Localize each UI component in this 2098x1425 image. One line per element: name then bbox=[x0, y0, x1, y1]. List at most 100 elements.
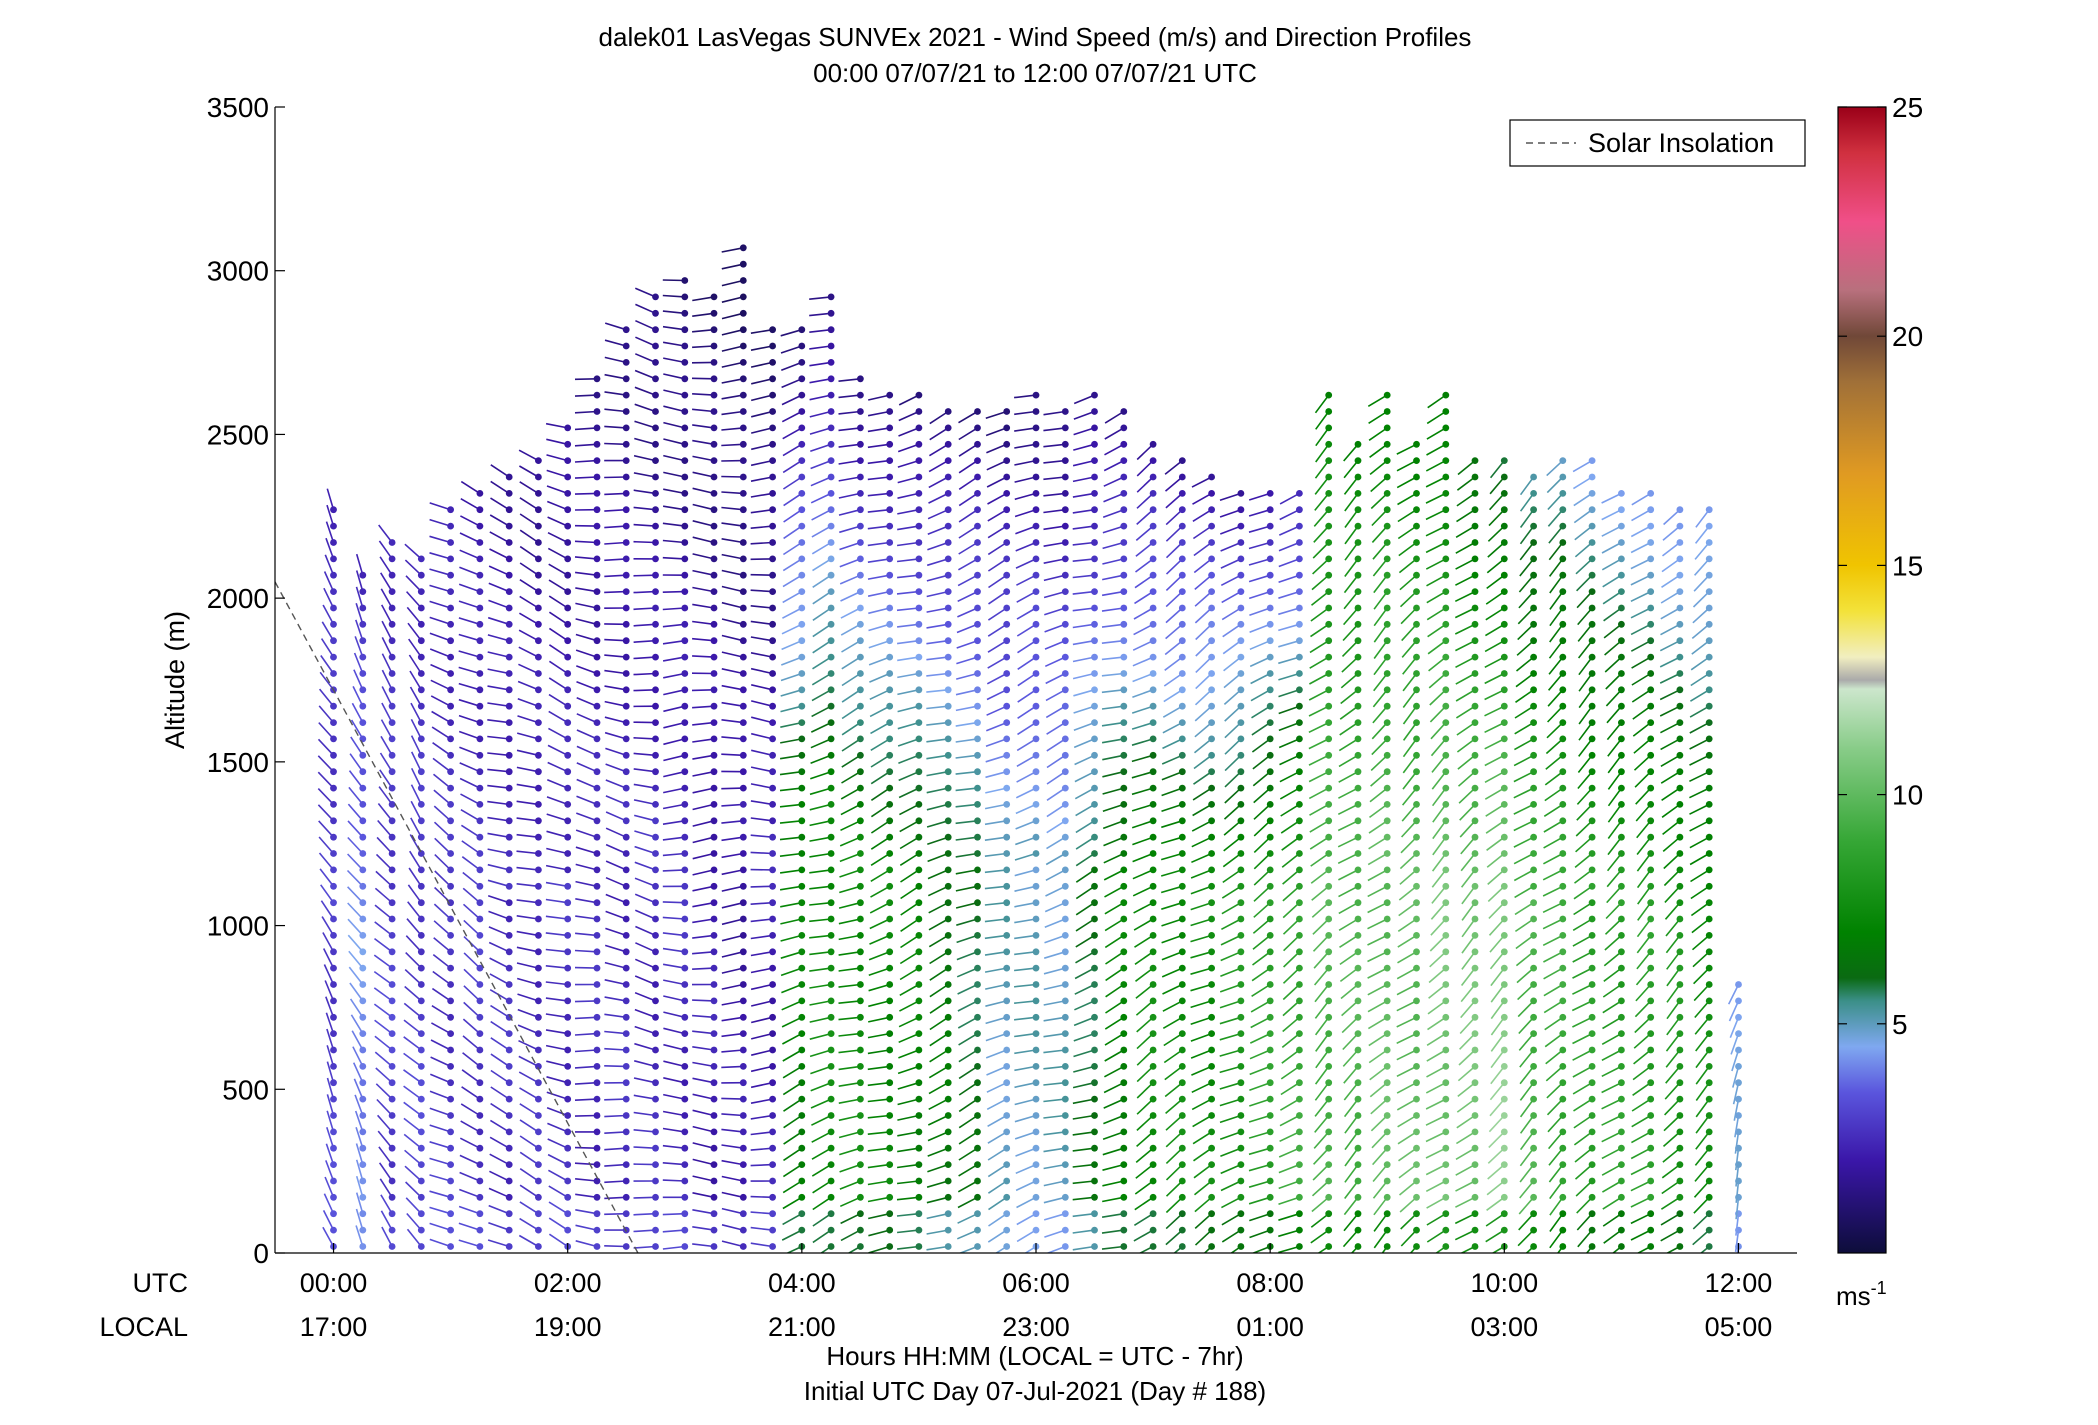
wind-barb-shaft bbox=[838, 508, 861, 516]
wind-barb-shaft bbox=[604, 638, 627, 642]
wind-barb-point bbox=[857, 375, 864, 383]
wind-barb-shaft bbox=[1518, 1196, 1535, 1215]
wind-barb-shaft bbox=[812, 1196, 832, 1211]
wind-barb-shaft bbox=[1074, 967, 1095, 980]
wind-barb-point bbox=[798, 653, 806, 661]
wind-barb-shaft bbox=[1016, 1196, 1037, 1209]
wind-barb-shaft bbox=[1576, 1213, 1593, 1231]
wind-barb-point bbox=[827, 1079, 835, 1087]
wind-barb-point bbox=[681, 588, 689, 595]
wind-barb-point bbox=[1383, 1013, 1391, 1021]
wind-barb-shaft bbox=[1016, 607, 1037, 620]
wind-barb-shaft bbox=[838, 394, 861, 399]
wind-barb-shaft bbox=[721, 296, 744, 303]
wind-barb-shaft bbox=[809, 983, 832, 989]
wind-barb-shaft bbox=[1224, 705, 1242, 722]
wind-barb-point bbox=[1149, 932, 1157, 939]
wind-barb-point bbox=[330, 1128, 337, 1136]
wind-barb-shaft bbox=[721, 522, 744, 527]
wind-barb-shaft bbox=[348, 770, 364, 789]
wind-barb-point bbox=[1003, 1063, 1011, 1070]
wind-barb-shaft bbox=[1630, 558, 1652, 570]
wind-barb-shaft bbox=[811, 1131, 832, 1143]
wind-barb-point bbox=[535, 653, 542, 661]
wind-barb-shaft bbox=[985, 754, 1007, 763]
wind-barb-point bbox=[769, 539, 776, 546]
wind-barb-point bbox=[1413, 637, 1420, 645]
wind-barb-shaft bbox=[1432, 820, 1447, 840]
wind-barb-shaft bbox=[1663, 852, 1681, 870]
wind-barb-point bbox=[1120, 555, 1128, 563]
wind-barb-shaft bbox=[692, 603, 715, 609]
wind-barb-point bbox=[388, 899, 396, 907]
wind-barb-point bbox=[1325, 817, 1333, 825]
wind-barb-point bbox=[652, 620, 659, 628]
wind-barb-shaft bbox=[1219, 1016, 1242, 1025]
wind-barb-shaft bbox=[1381, 1246, 1388, 1253]
wind-barb-point bbox=[447, 817, 454, 825]
wind-barb-shaft bbox=[1016, 738, 1037, 752]
chart-title: dalek01 LasVegas SUNVEx 2021 - Wind Spee… bbox=[599, 22, 1472, 52]
wind-barb-shaft bbox=[1607, 754, 1623, 774]
wind-barb-point bbox=[622, 637, 630, 645]
wind-barb-shaft bbox=[1368, 836, 1388, 850]
wind-barb-point bbox=[827, 620, 835, 628]
wind-barb-point bbox=[1471, 1177, 1479, 1185]
wind-barb-point bbox=[535, 1243, 542, 1250]
wind-barb-point bbox=[1325, 506, 1333, 514]
wind-barb-shaft bbox=[1428, 967, 1447, 984]
wind-barb-point bbox=[1618, 555, 1625, 563]
wind-barb-shaft bbox=[408, 654, 422, 674]
wind-barb-shaft bbox=[1132, 869, 1154, 880]
wind-barb-point bbox=[769, 768, 776, 776]
wind-barb-point bbox=[974, 1177, 981, 1185]
wind-barb-point bbox=[505, 588, 513, 595]
wind-barb-shaft bbox=[348, 966, 364, 985]
wind-barb-point bbox=[1442, 1226, 1450, 1234]
wind-barb-point bbox=[827, 326, 835, 334]
wind-barb-point bbox=[1383, 457, 1391, 464]
wind-barb-point bbox=[1354, 539, 1362, 546]
wind-barb-shaft bbox=[957, 1196, 978, 1209]
wind-barb-shaft bbox=[926, 590, 949, 598]
wind-barb-shaft bbox=[1043, 410, 1066, 416]
wind-barb-point bbox=[1413, 1210, 1420, 1218]
wind-barb-shaft bbox=[1221, 918, 1242, 931]
wind-barb-point bbox=[652, 670, 659, 677]
wind-barb-shaft bbox=[663, 705, 685, 713]
wind-barb-point bbox=[1178, 719, 1186, 726]
wind-barb-shaft bbox=[783, 509, 803, 523]
wind-barb-point bbox=[739, 359, 747, 366]
wind-barb-shaft bbox=[841, 640, 861, 653]
wind-barb-shaft bbox=[1344, 525, 1359, 545]
wind-barb-point bbox=[1705, 981, 1713, 988]
wind-barb-point bbox=[944, 948, 952, 956]
wind-barb-point bbox=[739, 932, 747, 939]
wind-barb-shaft bbox=[1630, 639, 1652, 652]
wind-barb-shaft bbox=[781, 1000, 803, 1011]
wind-barb-shaft bbox=[1338, 738, 1359, 752]
wind-barb-point bbox=[769, 784, 776, 792]
wind-barb-point bbox=[1442, 440, 1450, 448]
wind-barb-point bbox=[330, 1226, 337, 1234]
wind-barb-shaft bbox=[1134, 1196, 1154, 1211]
wind-barb-point bbox=[974, 801, 981, 808]
wind-barb-point bbox=[1442, 997, 1450, 1005]
wind-barb-point bbox=[915, 686, 923, 694]
wind-barb-shaft bbox=[1133, 918, 1154, 931]
wind-barb-shaft bbox=[405, 575, 422, 593]
wind-barb-shaft bbox=[926, 1196, 949, 1204]
wind-barb-shaft bbox=[1695, 1033, 1710, 1052]
wind-barb-point bbox=[944, 408, 952, 415]
wind-barb-shaft bbox=[1367, 394, 1388, 407]
wind-barb-shaft bbox=[780, 901, 802, 908]
wind-barb-shaft bbox=[1485, 803, 1505, 817]
wind-barb-point bbox=[944, 1030, 952, 1037]
wind-barb-shaft bbox=[1572, 1049, 1593, 1061]
wind-barb-shaft bbox=[958, 558, 978, 571]
wind-barb-shaft bbox=[1693, 1180, 1710, 1198]
wind-barb-shaft bbox=[1660, 738, 1681, 751]
wind-barb-shaft bbox=[782, 1082, 803, 1096]
wind-barb-shaft bbox=[1046, 771, 1066, 785]
